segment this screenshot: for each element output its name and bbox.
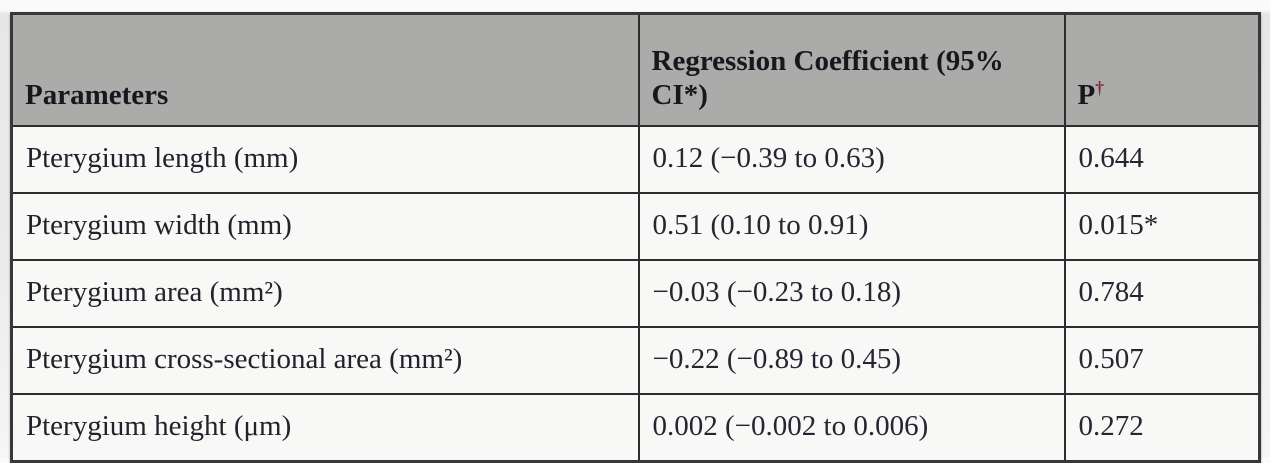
dagger-footnote-marker: † [1095, 77, 1104, 98]
table-body: Pterygium length (mm) 0.12 (−0.39 to 0.6… [10, 125, 1261, 463]
table-row: Pterygium cross-sectional area (mm²) −0.… [10, 326, 1261, 395]
cell-p-value: 0.015* [1063, 192, 1261, 261]
table-header: Parameters Regression Coefficient (95% C… [10, 12, 1261, 127]
cell-p-value: 0.507 [1063, 326, 1261, 395]
header-regression-coefficient: Regression Coefficient (95% CI*) [637, 12, 1066, 127]
header-p-value: P† [1063, 12, 1261, 127]
cell-parameter: Pterygium area (mm²) [10, 259, 640, 328]
cell-coefficient: 0.002 (−0.002 to 0.006) [637, 393, 1066, 463]
table-row: Pterygium area (mm²) −0.03 (−0.23 to 0.1… [10, 259, 1261, 328]
cell-parameter: Pterygium height (μm) [10, 393, 640, 463]
header-p-label: P [1077, 78, 1096, 111]
cell-coefficient: 0.51 (0.10 to 0.91) [637, 192, 1066, 261]
table-row: Pterygium length (mm) 0.12 (−0.39 to 0.6… [10, 125, 1261, 194]
cell-parameter: Pterygium length (mm) [10, 125, 640, 194]
header-parameters: Parameters [10, 12, 640, 127]
cell-parameter: Pterygium width (mm) [10, 192, 640, 261]
table-row: Pterygium width (mm) 0.51 (0.10 to 0.91)… [10, 192, 1261, 261]
header-row: Parameters Regression Coefficient (95% C… [10, 12, 1261, 127]
cell-parameter: Pterygium cross-sectional area (mm²) [10, 326, 640, 395]
cell-p-value: 0.784 [1063, 259, 1261, 328]
cell-p-value: 0.644 [1063, 125, 1261, 194]
regression-table-container: Parameters Regression Coefficient (95% C… [10, 12, 1261, 463]
cell-p-value: 0.272 [1063, 393, 1261, 463]
cell-coefficient: −0.03 (−0.23 to 0.18) [637, 259, 1066, 328]
regression-table: Parameters Regression Coefficient (95% C… [10, 12, 1261, 463]
table-row: Pterygium height (μm) 0.002 (−0.002 to 0… [10, 393, 1261, 463]
cell-coefficient: 0.12 (−0.39 to 0.63) [637, 125, 1066, 194]
cell-coefficient: −0.22 (−0.89 to 0.45) [637, 326, 1066, 395]
